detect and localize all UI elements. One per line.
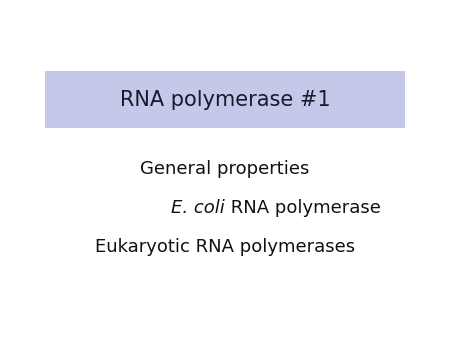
- FancyBboxPatch shape: [45, 71, 405, 128]
- Text: RNA polymerase #1: RNA polymerase #1: [120, 90, 330, 110]
- Text: RNA polymerase: RNA polymerase: [225, 199, 381, 217]
- Text: General properties: General properties: [140, 160, 310, 178]
- Text: E. coli: E. coli: [171, 199, 225, 217]
- Text: Eukaryotic RNA polymerases: Eukaryotic RNA polymerases: [95, 238, 355, 256]
